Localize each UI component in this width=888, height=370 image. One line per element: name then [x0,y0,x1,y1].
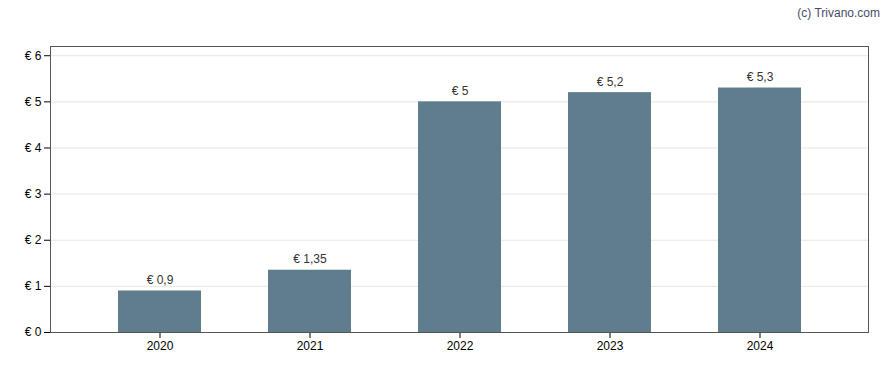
svg-text:€ 4: € 4 [25,141,42,155]
svg-text:€ 0: € 0 [25,325,42,339]
svg-text:2020: 2020 [147,339,174,353]
svg-text:2023: 2023 [597,339,624,353]
html-text:(c) Trivano.com: (c) Trivano.com [797,6,880,20]
svg-text:€ 6: € 6 [25,49,42,63]
svg-text:€ 1: € 1 [25,279,42,293]
svg-text:€ 5,3: € 5,3 [747,70,774,84]
svg-text:€ 0,9: € 0,9 [147,273,174,287]
svg-text:2024: 2024 [747,339,774,353]
svg-text:2021: 2021 [297,339,324,353]
svg-text:€ 5: € 5 [25,95,42,109]
svg-text:€ 3: € 3 [25,187,42,201]
svg-text:2022: 2022 [447,339,474,353]
svg-text:€ 5,2: € 5,2 [597,75,624,89]
svg-text:€ 1,35: € 1,35 [293,252,327,266]
svg-text:€ 5: € 5 [452,84,469,98]
svg-text:€ 2: € 2 [25,233,42,247]
